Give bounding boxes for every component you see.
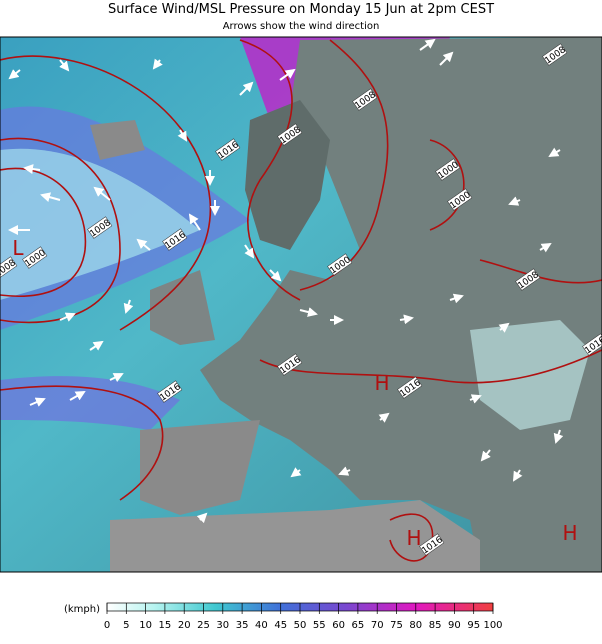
colorbar-label: 35 (236, 620, 249, 631)
colorbar-label: 55 (313, 620, 326, 631)
wind-arrow (290, 467, 302, 478)
colorbar-label: 95 (467, 620, 480, 631)
colorbar-label: 0 (104, 620, 110, 631)
wind-arrow (279, 68, 296, 81)
isobar-label-box (22, 246, 48, 269)
isobar-label-box (277, 123, 303, 146)
legend: (kmph) 0 5 10 15 20 25 30 35 40 45 50 55 60 65 70 75 80 8… (64, 602, 503, 631)
wind-arrow (539, 242, 552, 253)
wind-arrow (439, 51, 454, 66)
isobar-label-box (327, 253, 353, 276)
isobar-label-box (157, 380, 183, 403)
pressure-center: H (374, 371, 389, 395)
wind-arrow (553, 429, 564, 444)
wind-arrow (40, 192, 61, 202)
wind-arrow (239, 81, 254, 96)
colorbar-label: 80 (409, 620, 422, 631)
isobar-label-box (277, 353, 303, 376)
pressure-center: H (406, 526, 421, 550)
colorbar-label: 20 (178, 620, 191, 631)
isobar-label-box (87, 216, 113, 239)
colorbar-label: 85 (429, 620, 442, 631)
wind-arrow (512, 469, 523, 482)
colorbar-label: 100 (483, 620, 502, 631)
colorbar-label: 75 (390, 620, 403, 631)
wind-arrow (419, 38, 436, 51)
wind-arrow (109, 373, 124, 383)
colorbar-label: 40 (255, 620, 268, 631)
wind-arrow (269, 269, 282, 282)
pressure-center: L (12, 236, 24, 260)
wind-arrow (548, 147, 561, 158)
colorbar-label: 45 (274, 620, 287, 631)
title: Surface Wind/MSL Pressure on Monday 15 J… (108, 2, 494, 17)
legend-unit: (kmph) (64, 604, 100, 615)
wind-arrow (59, 59, 70, 72)
wind-arrow (338, 466, 351, 476)
colorbar-label: 60 (332, 620, 345, 631)
isobar-label-box (435, 158, 461, 181)
subtitle: Arrows show the wind direction (223, 21, 380, 32)
wind-arrow (69, 391, 86, 401)
wind-arrow (196, 512, 208, 524)
wind-arrow (188, 213, 201, 231)
wind-arrow (29, 397, 46, 407)
wind-arrow (399, 314, 414, 325)
isobar-label-box (0, 256, 18, 279)
isobar-label-box (515, 268, 541, 291)
wind-arrow (498, 322, 510, 333)
wind-arrow (378, 412, 390, 423)
wind-arrow (244, 244, 255, 259)
isobar-label-box (215, 138, 241, 161)
colorbar-label: 90 (448, 620, 461, 631)
wind-arrow (449, 293, 464, 304)
wind-arrow (93, 186, 111, 201)
map: 1008100810161008100010001008101610001008… (0, 36, 602, 573)
colorbar-label: 65 (352, 620, 365, 631)
wind-arrow (23, 164, 41, 175)
wind-arrow (59, 312, 76, 322)
isobar-label-box (397, 376, 423, 399)
colorbar-label: 10 (139, 620, 152, 631)
wind-arrow (177, 129, 188, 142)
wind-arrow (480, 449, 491, 462)
wind-arrow (8, 69, 21, 80)
isobar-label-box (447, 188, 473, 211)
wind-arrow (508, 196, 521, 206)
colorbar-label: 70 (371, 620, 384, 631)
isobar-label-box (582, 333, 602, 356)
wind-arrow (299, 307, 318, 317)
wind-arrow (152, 58, 163, 70)
wind-arrow (136, 238, 151, 251)
pressure-center: H (562, 521, 577, 545)
isobar-label-box (419, 533, 445, 556)
isobar-label-box (542, 43, 568, 66)
colorbar-label: 5 (123, 620, 129, 631)
colorbar-label: 15 (159, 620, 172, 631)
isobar-label-box (352, 88, 378, 111)
colorbar-label: 30 (216, 620, 229, 631)
wind-arrow (89, 340, 104, 351)
wind-arrow (123, 299, 134, 314)
colorbar-label: 50 (294, 620, 307, 631)
wind-arrow (469, 394, 482, 404)
isobar-label-box (162, 228, 188, 251)
colorbar-label: 25 (197, 620, 210, 631)
